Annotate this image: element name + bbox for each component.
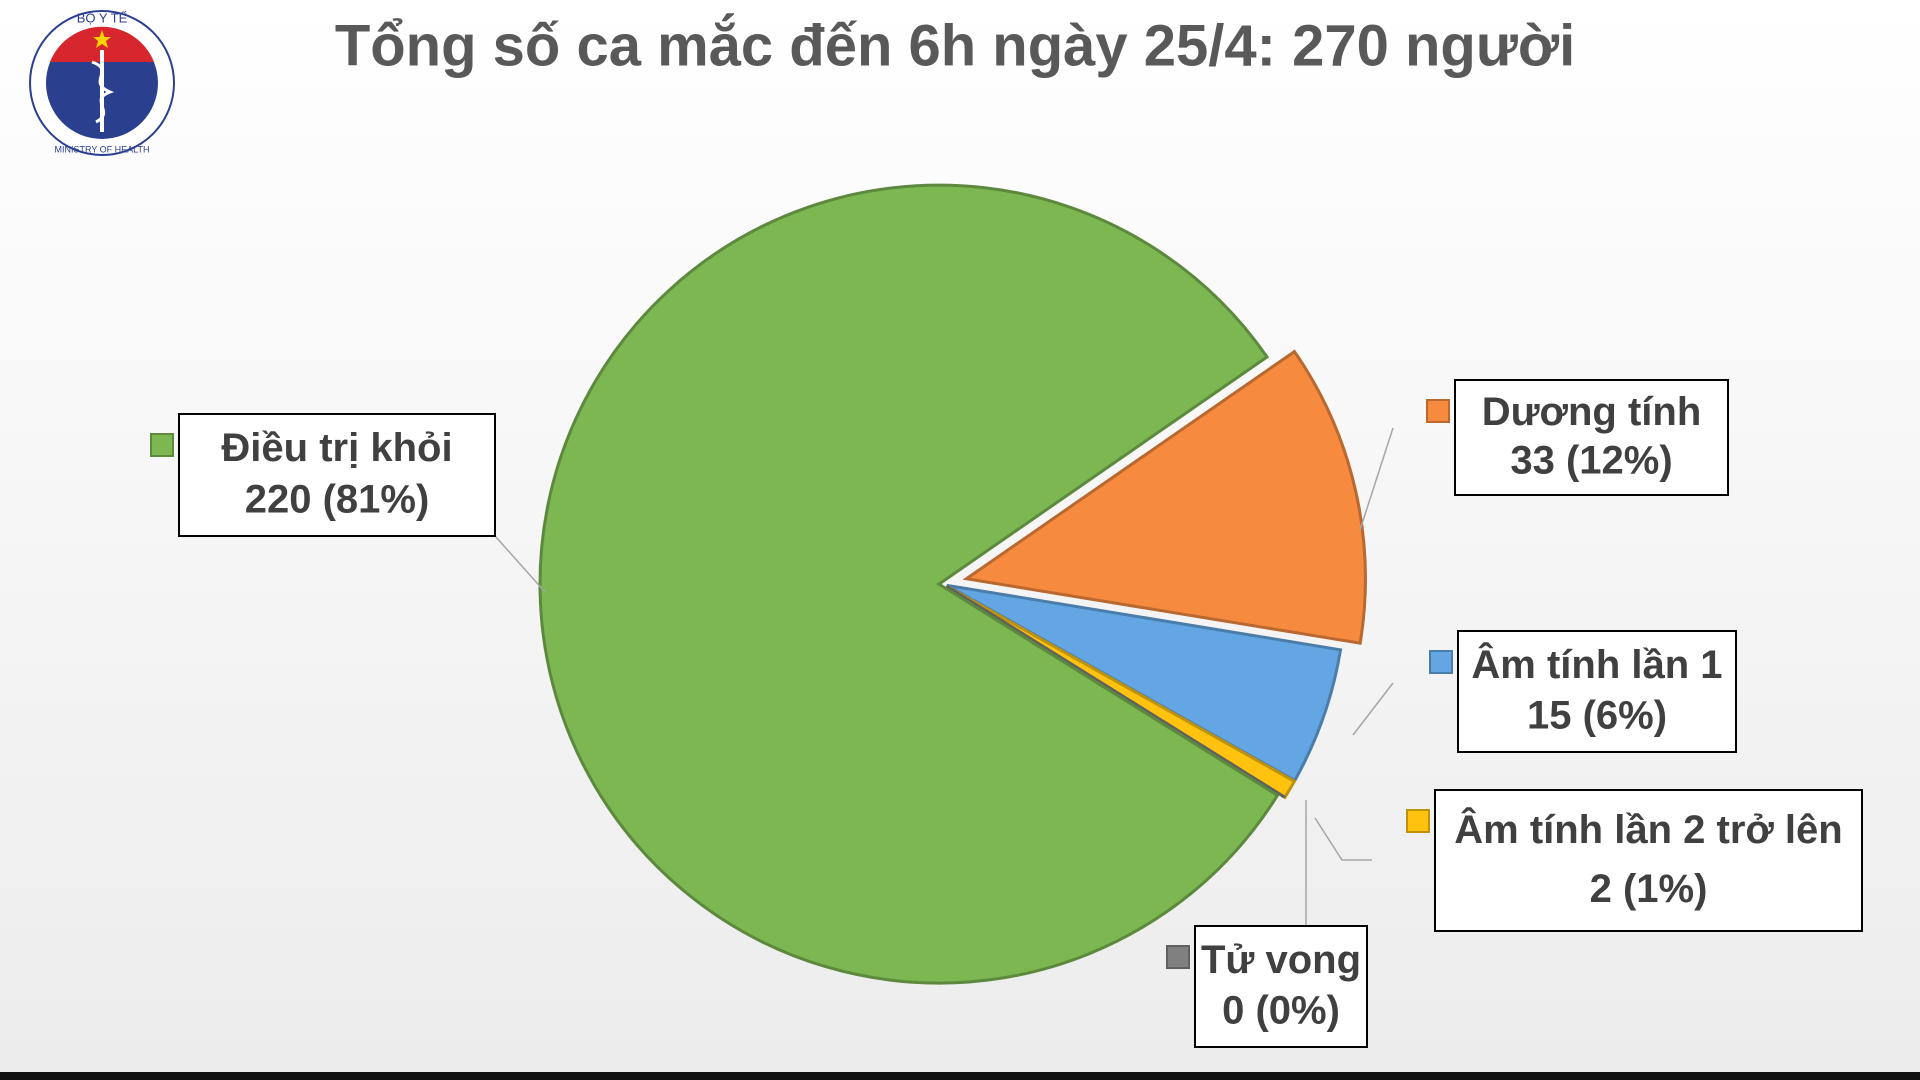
label-box [1454, 379, 1729, 496]
logo: BỘ Y TẾ MINISTRY OF HEALTH [29, 10, 175, 156]
pie-slice [962, 349, 1367, 645]
leader-line [1352, 682, 1394, 736]
leader-line [1314, 817, 1372, 861]
label-value: 0 (0%) [1222, 989, 1340, 1033]
logo-bottom-text: MINISTRY OF HEALTH [54, 144, 149, 154]
legend-swatch [1426, 399, 1450, 423]
label-value: 2 (1%) [1590, 867, 1708, 911]
leader-line [494, 535, 546, 593]
logo-top-text: BỘ Y TẾ [77, 10, 128, 25]
label-value: 220 (81%) [245, 477, 430, 521]
label-box [1457, 630, 1737, 753]
legend-swatch [150, 433, 174, 457]
label-name: Dương tính [1482, 390, 1702, 434]
leader-line [1359, 427, 1394, 531]
label-box [1194, 925, 1368, 1048]
label-box [1434, 789, 1863, 932]
label-box [178, 413, 496, 537]
label-name: Âm tính lần 1 [1471, 641, 1722, 687]
label-value: 15 (6%) [1527, 694, 1667, 738]
legend-swatch [1166, 945, 1190, 969]
chart-title: Tổng số ca mắc đến 6h ngày 25/4: 270 ngư… [335, 13, 1575, 78]
label-name: Điều trị khỏi [221, 426, 452, 470]
label-name: Âm tính lần 2 trở lên [1454, 806, 1842, 852]
bottom-bar [0, 1072, 1920, 1080]
pie-slice [946, 583, 1343, 783]
label-name: Tử vong [1201, 938, 1361, 982]
legend-swatch [1429, 650, 1453, 674]
legend-swatch [1406, 809, 1430, 833]
label-value: 33 (12%) [1510, 438, 1672, 482]
pie-slice [538, 183, 1280, 985]
